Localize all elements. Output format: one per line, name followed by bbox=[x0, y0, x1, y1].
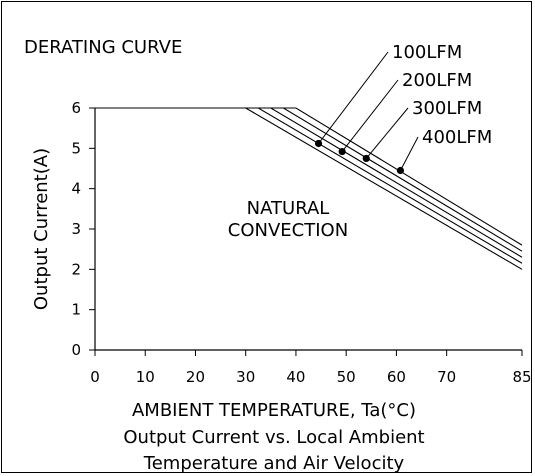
marker-point bbox=[314, 139, 323, 148]
marker-point bbox=[362, 154, 370, 163]
caption-line-1: Output Current vs. Local Ambient bbox=[123, 427, 424, 448]
x-tick-label: 30 bbox=[236, 368, 255, 386]
leader-line bbox=[318, 51, 389, 144]
y-tick-label: 4 bbox=[71, 180, 81, 198]
x-tick-label: 40 bbox=[286, 368, 305, 386]
y-axis-label: Output Current(A) bbox=[31, 148, 52, 310]
annotation-natural: NATURAL bbox=[247, 198, 330, 219]
marker-point bbox=[396, 166, 405, 175]
x-tick-label: 85 bbox=[512, 368, 531, 386]
x-axis-label: AMBIENT TEMPERATURE, Ta(°C) bbox=[132, 400, 416, 421]
y-tick-label: 5 bbox=[71, 139, 81, 157]
y-tick-label: 3 bbox=[71, 220, 81, 238]
x-tick-label: 0 bbox=[90, 368, 100, 386]
y-tick-label: 1 bbox=[71, 301, 81, 319]
x-tick-label: 60 bbox=[387, 368, 406, 386]
series-callouts: 100LFM 200LFM 300LFM 400LFM bbox=[314, 42, 492, 175]
series-label: 400LFM bbox=[422, 127, 492, 148]
annotation-convection: CONVECTION bbox=[228, 220, 348, 241]
x-ticks: 0 10 20 30 40 50 60 70 85 bbox=[90, 350, 532, 386]
leader-line bbox=[399, 136, 419, 171]
y-tick-label: 6 bbox=[71, 99, 81, 117]
x-tick-label: 50 bbox=[337, 368, 356, 386]
caption-line-2: Temperature and Air Velocity bbox=[143, 453, 405, 474]
series-label: 300LFM bbox=[412, 98, 482, 119]
chart-title: DERATING CURVE bbox=[24, 37, 182, 58]
series-line bbox=[95, 107, 523, 246]
leader-line bbox=[341, 79, 399, 152]
y-ticks: 0 1 2 3 4 5 6 bbox=[71, 99, 95, 359]
y-tick-label: 2 bbox=[71, 260, 81, 278]
series-label: 100LFM bbox=[392, 42, 462, 63]
series-label: 200LFM bbox=[402, 70, 472, 91]
x-tick-label: 70 bbox=[437, 368, 456, 386]
x-tick-label: 10 bbox=[136, 368, 155, 386]
y-tick-label: 0 bbox=[71, 341, 81, 359]
marker-point bbox=[338, 147, 346, 156]
series-lines bbox=[95, 107, 523, 270]
x-tick-label: 20 bbox=[186, 368, 205, 386]
leader-line bbox=[365, 107, 409, 159]
